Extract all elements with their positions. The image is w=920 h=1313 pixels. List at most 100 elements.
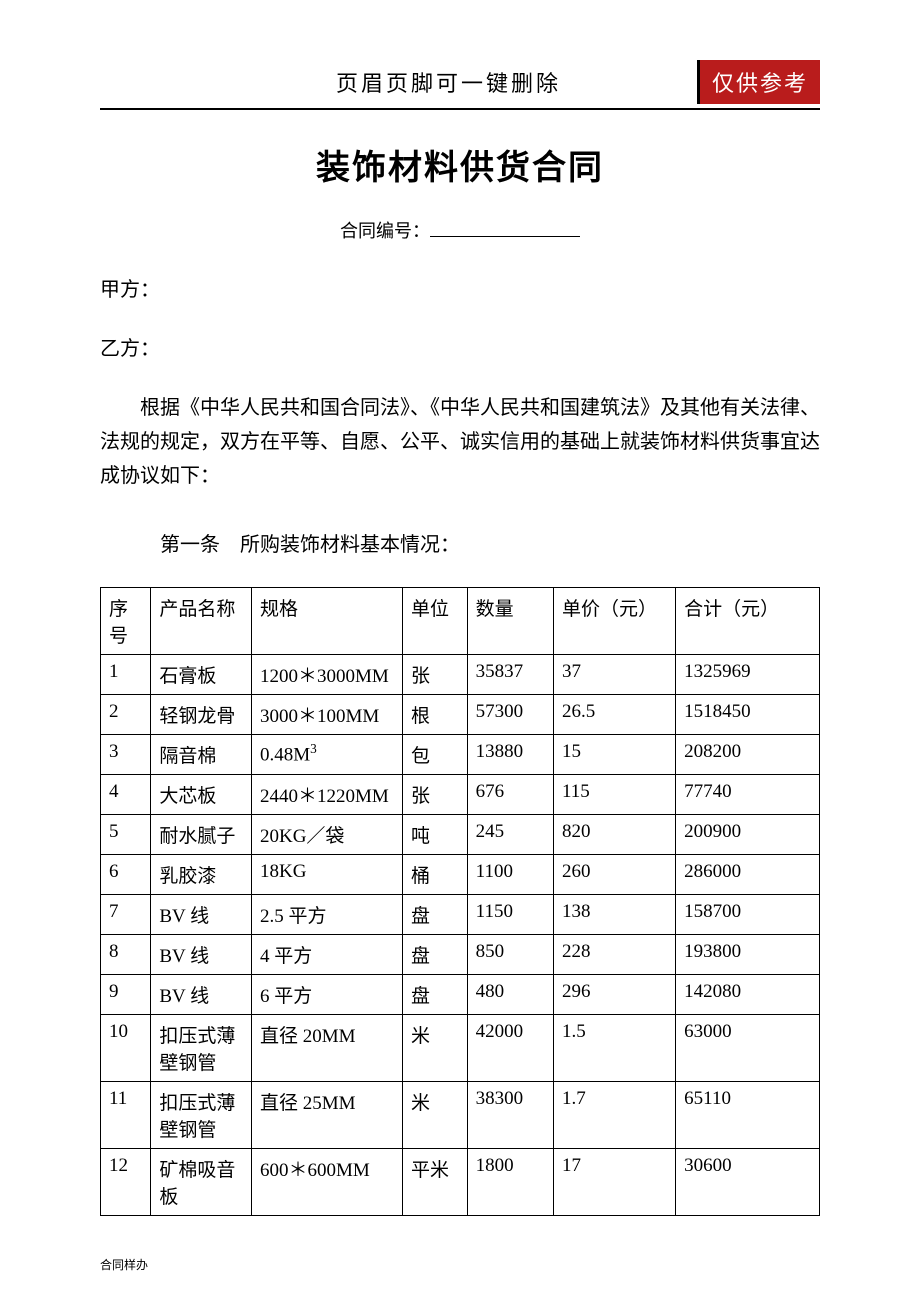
cell-spec: 2.5 平方 <box>251 895 402 935</box>
col-header-spec: 规格 <box>251 588 402 655</box>
cell-name: BV 线 <box>151 895 252 935</box>
cell-name: 石膏板 <box>151 655 252 695</box>
table-row: 4大芯板2440＊1220MM张67611577740 <box>101 775 820 815</box>
table-row: 10扣压式薄壁钢管直径 20MM米420001.563000 <box>101 1015 820 1082</box>
intro-paragraph: 根据《中华人民共和国合同法》、《中华人民共和国建筑法》及其他有关法律、法规的规定… <box>100 391 820 493</box>
cell-no: 10 <box>101 1015 151 1082</box>
cell-total: 30600 <box>676 1149 820 1216</box>
table-row: 12矿棉吸音板600＊600MM平米18001730600 <box>101 1149 820 1216</box>
table-row: 11扣压式薄壁钢管直径 25MM米383001.765110 <box>101 1082 820 1149</box>
col-header-no: 序号 <box>101 588 151 655</box>
table-header-row: 序号 产品名称 规格 单位 数量 单价（元） 合计（元） <box>101 588 820 655</box>
cell-qty: 676 <box>467 775 553 815</box>
cell-unit: 米 <box>402 1015 467 1082</box>
table-row: 9BV 线6 平方盘480296142080 <box>101 975 820 1015</box>
cell-qty: 1800 <box>467 1149 553 1216</box>
cell-unit: 张 <box>402 775 467 815</box>
cell-spec: 2440＊1220MM <box>251 775 402 815</box>
cell-spec: 1200＊3000MM <box>251 655 402 695</box>
cell-name: 扣压式薄壁钢管 <box>151 1015 252 1082</box>
cell-unit: 根 <box>402 695 467 735</box>
cell-unit: 包 <box>402 735 467 775</box>
cell-no: 2 <box>101 695 151 735</box>
party-a: 甲方： <box>100 273 820 302</box>
cell-total: 142080 <box>676 975 820 1015</box>
cell-unit: 平米 <box>402 1149 467 1216</box>
cell-spec: 0.48M3 <box>251 735 402 775</box>
cell-spec: 18KG <box>251 855 402 895</box>
cell-spec: 600＊600MM <box>251 1149 402 1216</box>
table-row: 7BV 线2.5 平方盘1150138158700 <box>101 895 820 935</box>
cell-qty: 480 <box>467 975 553 1015</box>
cell-total: 208200 <box>676 735 820 775</box>
col-header-unit: 单位 <box>402 588 467 655</box>
document-title: 装饰材料供货合同 <box>100 140 820 189</box>
cell-name: 轻钢龙骨 <box>151 695 252 735</box>
cell-price: 138 <box>553 895 675 935</box>
party-b: 乙方： <box>100 332 820 361</box>
cell-qty: 1100 <box>467 855 553 895</box>
table-row: 3隔音棉0.48M3包1388015208200 <box>101 735 820 775</box>
cell-price: 820 <box>553 815 675 855</box>
cell-unit: 吨 <box>402 815 467 855</box>
reference-badge: 仅供参考 <box>697 60 820 104</box>
col-header-qty: 数量 <box>467 588 553 655</box>
cell-qty: 35837 <box>467 655 553 695</box>
cell-spec: 直径 20MM <box>251 1015 402 1082</box>
header-text: 页眉页脚可一键删除 <box>100 66 697 98</box>
contract-number-line: 合同编号： <box>100 217 820 243</box>
cell-total: 63000 <box>676 1015 820 1082</box>
col-header-total: 合计（元） <box>676 588 820 655</box>
cell-unit: 张 <box>402 655 467 695</box>
page-header: 页眉页脚可一键删除 仅供参考 <box>100 60 820 110</box>
cell-total: 1325969 <box>676 655 820 695</box>
cell-qty: 245 <box>467 815 553 855</box>
cell-no: 3 <box>101 735 151 775</box>
cell-price: 260 <box>553 855 675 895</box>
cell-name: BV 线 <box>151 935 252 975</box>
cell-no: 1 <box>101 655 151 695</box>
cell-no: 11 <box>101 1082 151 1149</box>
cell-price: 17 <box>553 1149 675 1216</box>
table-row: 6乳胶漆18KG桶1100260286000 <box>101 855 820 895</box>
col-header-price: 单价（元） <box>553 588 675 655</box>
cell-no: 7 <box>101 895 151 935</box>
footer-text: 合同样办 <box>100 1256 820 1273</box>
cell-unit: 桶 <box>402 855 467 895</box>
materials-table: 序号 产品名称 规格 单位 数量 单价（元） 合计（元） 1石膏板1200＊30… <box>100 587 820 1216</box>
cell-name: 扣压式薄壁钢管 <box>151 1082 252 1149</box>
cell-no: 5 <box>101 815 151 855</box>
cell-qty: 42000 <box>467 1015 553 1082</box>
cell-total: 1518450 <box>676 695 820 735</box>
cell-price: 296 <box>553 975 675 1015</box>
cell-no: 6 <box>101 855 151 895</box>
cell-price: 15 <box>553 735 675 775</box>
cell-total: 286000 <box>676 855 820 895</box>
cell-price: 1.5 <box>553 1015 675 1082</box>
cell-spec: 20KG／袋 <box>251 815 402 855</box>
cell-total: 158700 <box>676 895 820 935</box>
cell-unit: 盘 <box>402 895 467 935</box>
cell-total: 200900 <box>676 815 820 855</box>
cell-qty: 1150 <box>467 895 553 935</box>
cell-total: 193800 <box>676 935 820 975</box>
cell-price: 228 <box>553 935 675 975</box>
cell-no: 12 <box>101 1149 151 1216</box>
table-row: 1石膏板1200＊3000MM张35837371325969 <box>101 655 820 695</box>
cell-qty: 850 <box>467 935 553 975</box>
cell-qty: 38300 <box>467 1082 553 1149</box>
cell-unit: 盘 <box>402 935 467 975</box>
cell-price: 26.5 <box>553 695 675 735</box>
cell-price: 37 <box>553 655 675 695</box>
cell-no: 8 <box>101 935 151 975</box>
cell-name: BV 线 <box>151 975 252 1015</box>
cell-spec: 4 平方 <box>251 935 402 975</box>
section-1-title: 第一条 所购装饰材料基本情况： <box>160 528 820 557</box>
cell-no: 4 <box>101 775 151 815</box>
cell-name: 矿棉吸音板 <box>151 1149 252 1216</box>
cell-total: 77740 <box>676 775 820 815</box>
cell-spec: 6 平方 <box>251 975 402 1015</box>
cell-unit: 米 <box>402 1082 467 1149</box>
cell-name: 大芯板 <box>151 775 252 815</box>
cell-spec: 直径 25MM <box>251 1082 402 1149</box>
